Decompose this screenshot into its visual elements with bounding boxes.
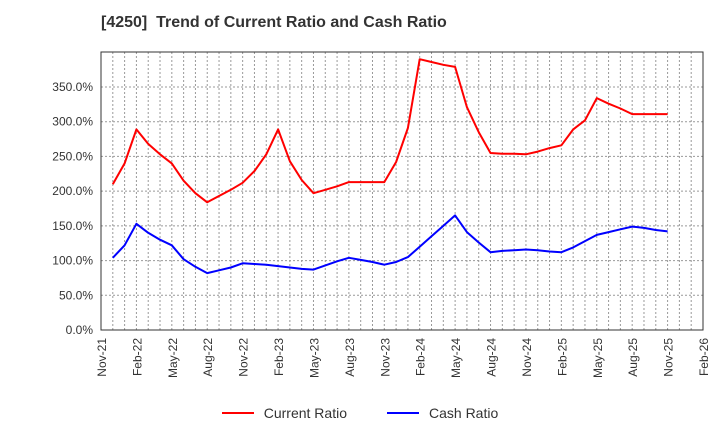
y-tick-label: 200.0% [52,184,93,198]
x-tick-label: Nov-24 [520,338,534,377]
y-tick-label: 50.0% [59,288,93,302]
x-tick-label: Aug-25 [626,338,640,377]
y-tick-label: 150.0% [52,219,93,233]
x-tick-label: Aug-24 [485,338,499,377]
legend-item-cash-ratio: Cash Ratio [387,405,498,421]
x-tick-label: May-24 [449,338,463,378]
legend-swatch-current-ratio [221,412,254,414]
legend-item-current-ratio: Current Ratio [221,405,347,421]
y-tick-label: 250.0% [52,149,93,163]
x-tick-label: Feb-26 [697,338,711,376]
x-tick-label: Nov-23 [378,338,392,377]
y-axis-labels: 0.0% 50.0% 100.0% 150.0% 200.0% 250.0% 300.0% 3… [52,80,93,337]
x-tick-label: Nov-25 [662,338,676,377]
x-tick-label: Feb-23 [272,338,286,376]
y-tick-label: 100.0% [52,254,93,268]
x-tick-label: Aug-22 [201,338,215,377]
y-tick-label: 350.0% [52,80,93,94]
x-tick-label: Feb-24 [414,338,428,376]
x-tick-label: Feb-22 [130,338,144,376]
data-series [111,58,668,275]
x-tick-label: Nov-21 [95,338,109,377]
y-tick-label: 300.0% [52,115,93,129]
y-tick-label: 0.0% [66,323,94,337]
current-ratio-line [111,58,668,204]
legend-swatch-cash-ratio [387,412,419,414]
chart-title: [4250] Trend of Current Ratio and Cash R… [101,14,447,31]
x-tick-label: May-23 [307,338,321,378]
plot-frame [100,51,704,331]
x-tick-label: May-22 [166,338,180,378]
x-tick-label: Aug-23 [343,338,357,377]
x-tick-label: Feb-25 [555,338,569,376]
x-axis-labels: Nov-21 Feb-22 May-22 Aug-22 Nov-22 Feb-23 May-… [95,338,711,378]
legend: Current Ratio Cash Ratio [0,405,720,421]
cash-ratio-line [112,214,668,275]
x-tick-label: Nov-22 [237,338,251,377]
legend-label-current-ratio: Current Ratio [263,405,347,421]
grid-lines [101,52,703,330]
x-tick-label: May-25 [591,338,605,378]
legend-label-cash-ratio: Cash Ratio [429,405,499,421]
